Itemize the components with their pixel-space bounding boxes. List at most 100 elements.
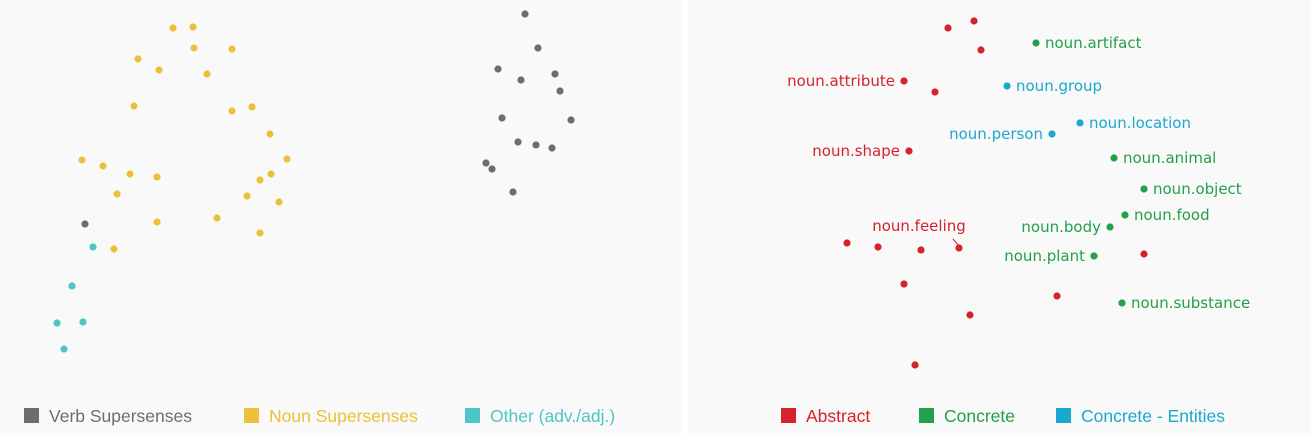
point-label-noun-plant: noun.plant [1004, 247, 1085, 265]
left-point-s0-1 [534, 44, 542, 52]
point-label-noun-group: noun.group [1016, 77, 1102, 95]
left-point-s1-22 [213, 214, 221, 222]
left-point-s1-5 [155, 66, 163, 74]
right-point-s1-6 [1118, 299, 1126, 307]
right-legend: Abstract Concrete Concrete - Entities [781, 406, 1225, 426]
left-legend-swatch-2 [465, 408, 480, 423]
right-point-s0-5 [905, 147, 913, 155]
left-point-s1-2 [190, 44, 198, 52]
left-point-s1-8 [228, 107, 236, 115]
left-point-s1-9 [248, 103, 256, 111]
point-label-noun-body: noun.body [1021, 218, 1101, 236]
left-point-s1-14 [126, 170, 134, 178]
right-point-s0-3 [900, 77, 908, 85]
left-scatter-plot [53, 10, 575, 353]
right-point-s0-9 [955, 244, 963, 252]
right-point-s1-5 [1090, 252, 1098, 260]
left-point-s0-6 [498, 114, 506, 122]
left-point-s1-17 [113, 190, 121, 198]
right-point-s0-14 [911, 361, 919, 369]
left-point-s2-1 [68, 282, 76, 290]
left-point-s1-24 [110, 245, 118, 253]
left-legend-swatch-0 [24, 408, 39, 423]
point-label-noun-person: noun.person [949, 125, 1043, 143]
left-point-s1-20 [275, 198, 283, 206]
left-point-s0-9 [532, 141, 540, 149]
left-point-s0-2 [494, 65, 502, 73]
left-point-s1-4 [134, 55, 142, 63]
right-legend-swatch-1 [919, 408, 934, 423]
left-point-s0-4 [551, 70, 559, 78]
right-point-s0-6 [843, 239, 851, 247]
left-point-s1-21 [153, 218, 161, 226]
left-point-s1-6 [203, 70, 211, 78]
right-legend-swatch-2 [1056, 408, 1071, 423]
left-point-s1-0 [169, 24, 177, 32]
right-legend-label-0: Abstract [806, 406, 870, 426]
left-point-s1-12 [283, 155, 291, 163]
point-label-noun-attribute: noun.attribute [787, 72, 895, 90]
right-legend-label-2: Concrete - Entities [1081, 406, 1225, 426]
right-point-s2-2 [1048, 130, 1056, 138]
right-point-s0-1 [944, 24, 952, 32]
right-plot-panel [688, 0, 1311, 435]
right-legend-label-1: Concrete [944, 406, 1015, 426]
right-point-s0-11 [900, 280, 908, 288]
left-legend-label-1: Noun Supersenses [269, 406, 418, 426]
left-point-s1-13 [99, 162, 107, 170]
left-point-s0-3 [517, 76, 525, 84]
left-point-s1-18 [256, 176, 264, 184]
right-point-s1-4 [1106, 223, 1114, 231]
right-point-s0-4 [931, 88, 939, 96]
point-label-noun-substance: noun.substance [1131, 294, 1250, 312]
left-point-s1-16 [267, 170, 275, 178]
point-label-noun-artifact: noun.artifact [1045, 34, 1142, 52]
left-point-s0-7 [567, 116, 575, 124]
left-legend: Verb Supersenses Noun Supersenses Other (a… [24, 406, 615, 426]
point-label-noun-object: noun.object [1153, 180, 1242, 198]
right-point-s2-0 [1003, 82, 1011, 90]
left-point-s0-13 [509, 188, 517, 196]
left-point-s1-23 [256, 229, 264, 237]
right-point-s0-12 [1053, 292, 1061, 300]
right-point-s0-13 [966, 311, 974, 319]
left-point-s1-3 [228, 45, 236, 53]
left-point-s0-11 [482, 159, 490, 167]
right-point-s1-3 [1121, 211, 1129, 219]
right-point-s0-10 [1140, 250, 1148, 258]
left-point-s0-5 [556, 87, 564, 95]
left-point-s0-12 [488, 165, 496, 173]
left-legend-label-2: Other (adv./adj.) [490, 406, 615, 426]
right-point-s0-8 [917, 246, 925, 254]
point-label-noun-feeling: noun.feeling [872, 217, 966, 235]
point-label-noun-location: noun.location [1089, 114, 1191, 132]
left-point-s1-11 [78, 156, 86, 164]
left-point-s1-15 [153, 173, 161, 181]
left-point-s2-3 [79, 318, 87, 326]
left-legend-swatch-1 [244, 408, 259, 423]
left-point-s1-19 [243, 192, 251, 200]
left-point-s0-0 [521, 10, 529, 18]
left-plot-panel [0, 0, 681, 435]
left-point-s2-4 [60, 345, 68, 353]
right-point-s1-2 [1140, 185, 1148, 193]
left-point-s2-2 [53, 319, 61, 327]
left-point-s1-1 [189, 23, 197, 31]
right-legend-swatch-0 [781, 408, 796, 423]
left-legend-label-0: Verb Supersenses [49, 406, 192, 426]
point-label-noun-shape: noun.shape [812, 142, 900, 160]
left-point-s0-8 [514, 138, 522, 146]
point-label-noun-animal: noun.animal [1123, 149, 1216, 167]
left-point-s1-7 [130, 102, 138, 110]
right-point-s0-0 [970, 17, 978, 25]
right-point-s0-2 [977, 46, 985, 54]
right-point-s1-0 [1032, 39, 1040, 47]
right-point-s2-1 [1076, 119, 1084, 127]
left-point-s0-14 [81, 220, 89, 228]
point-label-noun-food: noun.food [1134, 206, 1210, 224]
left-point-s0-10 [548, 144, 556, 152]
right-point-s1-1 [1110, 154, 1118, 162]
left-point-s1-10 [266, 130, 274, 138]
left-point-s2-0 [89, 243, 97, 251]
